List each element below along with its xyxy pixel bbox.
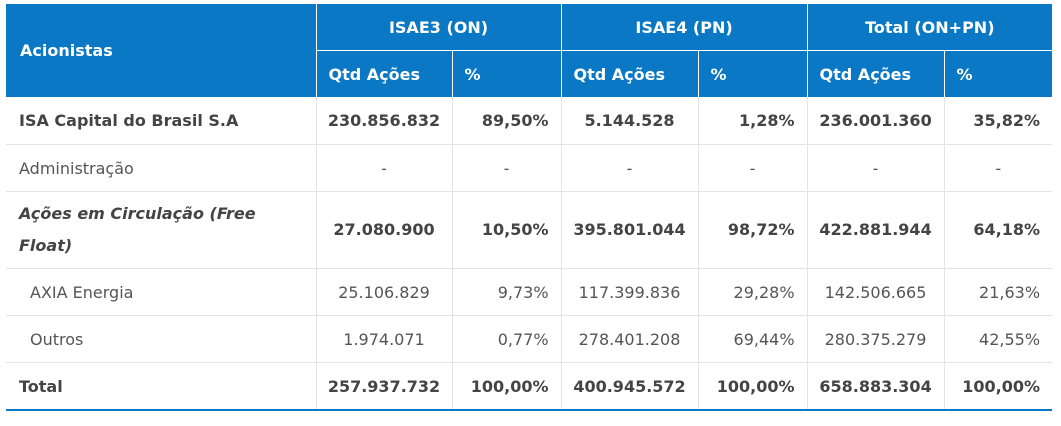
cell-pct-isae3: 9,73% [452,268,562,316]
header-qtd-isae3: Qtd Ações [316,50,453,97]
table-row: Administração - - - - - - [6,144,1053,192]
cell-pct-total: 100,00% [944,362,1053,411]
cell-qtd-isae4: 117.399.836 [561,268,699,316]
cell-pct-isae4: - [698,144,808,192]
header-pct-isae3: % [452,50,562,97]
cell-qtd-isae3: 1.974.071 [316,315,453,363]
cell-pct-total: 35,82% [944,97,1053,145]
cell-qtd-isae4: 395.801.044 [561,191,699,269]
cell-pct-isae4: 100,00% [698,362,808,411]
cell-pct-isae4: 1,28% [698,97,808,145]
cell-qtd-total: 658.883.304 [807,362,945,411]
shareholder-table: Acionistas ISAE3 (ON) ISAE4 (PN) Total (… [6,4,1053,411]
row-label: ISA Capital do Brasil S.A [6,97,317,145]
cell-pct-isae3: 100,00% [452,362,562,411]
header-qtd-isae4: Qtd Ações [561,50,699,97]
cell-pct-isae4: 29,28% [698,268,808,316]
cell-qtd-isae3: 230.856.832 [316,97,453,145]
table-row: Total 257.937.732 100,00% 400.945.572 10… [6,362,1053,411]
header-qtd-total: Qtd Ações [807,50,945,97]
header-group-total: Total (ON+PN) [807,4,1053,51]
header-pct-isae4: % [698,50,808,97]
cell-pct-isae3: 0,77% [452,315,562,363]
row-label: Outros [6,315,317,363]
cell-qtd-isae4: - [561,144,699,192]
row-label: Administração [6,144,317,192]
header-pct-total: % [944,50,1053,97]
cell-qtd-total: 142.506.665 [807,268,945,316]
cell-pct-isae4: 98,72% [698,191,808,269]
cell-qtd-isae3: 257.937.732 [316,362,453,411]
row-label: Ações em Circulação (Free Float) [6,191,317,269]
table-row: Outros 1.974.071 0,77% 278.401.208 69,44… [6,315,1053,363]
cell-pct-isae4: 69,44% [698,315,808,363]
table-row: Ações em Circulação (Free Float) 27.080.… [6,191,1053,269]
cell-pct-total: 21,63% [944,268,1053,316]
cell-qtd-isae4: 5.144.528 [561,97,699,145]
cell-qtd-isae4: 400.945.572 [561,362,699,411]
table-row: ISA Capital do Brasil S.A 230.856.832 89… [6,97,1053,145]
row-label: Total [6,362,317,411]
header-group-isae4: ISAE4 (PN) [561,4,808,51]
cell-pct-total: 42,55% [944,315,1053,363]
cell-pct-total: 64,18% [944,191,1053,269]
cell-qtd-total: - [807,144,945,192]
cell-qtd-isae4: 278.401.208 [561,315,699,363]
cell-pct-isae3: 89,50% [452,97,562,145]
cell-qtd-total: 422.881.944 [807,191,945,269]
cell-qtd-isae3: - [316,144,453,192]
cell-qtd-total: 280.375.279 [807,315,945,363]
table-row: AXIA Energia 25.106.829 9,73% 117.399.83… [6,268,1053,316]
cell-pct-total: - [944,144,1053,192]
cell-pct-isae3: 10,50% [452,191,562,269]
header-group-isae3: ISAE3 (ON) [316,4,562,51]
cell-pct-isae3: - [452,144,562,192]
cell-qtd-isae3: 25.106.829 [316,268,453,316]
cell-qtd-isae3: 27.080.900 [316,191,453,269]
row-label: AXIA Energia [6,268,317,316]
cell-qtd-total: 236.001.360 [807,97,945,145]
header-acionistas: Acionistas [6,4,317,97]
